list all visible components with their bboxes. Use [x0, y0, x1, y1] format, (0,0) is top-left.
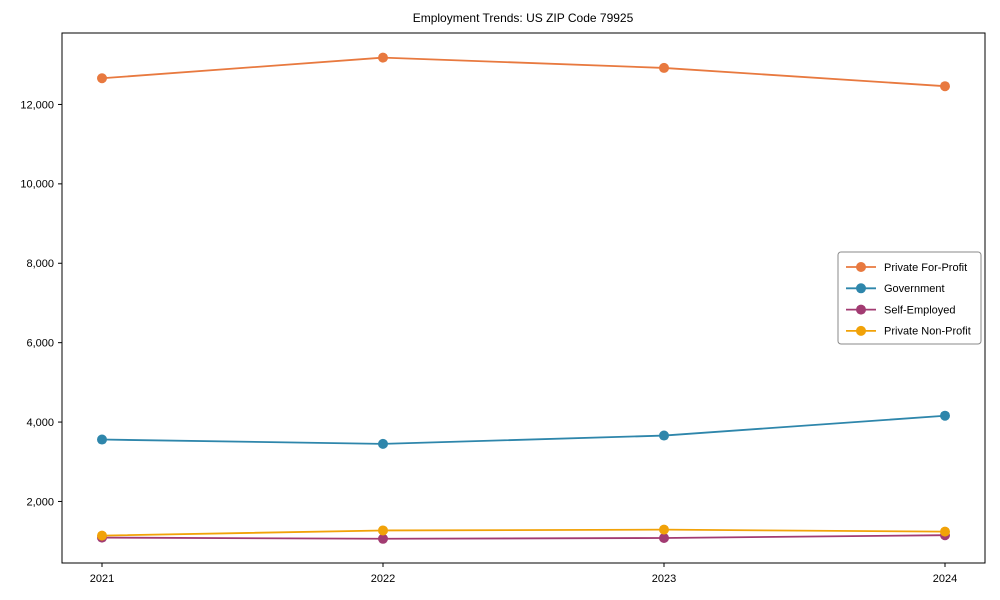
data-point-marker [378, 52, 388, 63]
data-point-marker [940, 81, 950, 92]
legend-marker-point [856, 304, 866, 315]
data-point-marker [97, 73, 107, 84]
legend-entry-label: Government [884, 283, 945, 295]
data-point-marker [378, 438, 388, 449]
legend-entry-label: Private For-Profit [884, 262, 967, 274]
data-point-marker [940, 526, 950, 537]
data-point-marker [659, 62, 669, 73]
legend-box [837, 251, 982, 345]
legend-marker-point [856, 325, 866, 336]
x-tick-label: 2023 [652, 573, 676, 585]
series-line-private-for-profit [101, 56, 946, 88]
data-point-marker [97, 530, 107, 541]
data-point-marker [659, 430, 669, 441]
legend-entry-label: Private Non-Profit [884, 326, 971, 338]
plot-content: 2,000 4,000 6,000 8,000 10,000 12,000 2021 2022… [20, 32, 986, 585]
data-point-marker [659, 532, 669, 543]
data-point-marker [940, 410, 950, 421]
y-tick-label: 4,000 [26, 417, 54, 429]
y-tick-label: 10,000 [20, 179, 54, 191]
series-line-private-non-profit [101, 528, 946, 537]
data-point-marker [378, 525, 388, 536]
plot-border [61, 32, 986, 564]
x-tick-label: 2021 [90, 573, 114, 585]
x-tick-label: 2024 [933, 573, 957, 585]
chart-title: Employment Trends: US ZIP Code 79925 [413, 11, 634, 25]
x-tick-label: 2022 [371, 573, 395, 585]
legend-marker-point [856, 283, 866, 294]
y-tick-label: 12,000 [20, 99, 54, 111]
series-line-self-employed [101, 534, 946, 540]
series-line-government [101, 414, 946, 445]
y-tick-label: 2,000 [26, 496, 54, 508]
y-tick-label: 8,000 [26, 258, 54, 270]
data-point-marker [659, 524, 669, 535]
y-tick-label: 6,000 [26, 337, 54, 349]
legend-entry-label: Self-Employed [884, 304, 956, 316]
data-point-marker [97, 434, 107, 445]
legend-marker-point [856, 262, 866, 272]
data-point-marker [378, 533, 388, 544]
